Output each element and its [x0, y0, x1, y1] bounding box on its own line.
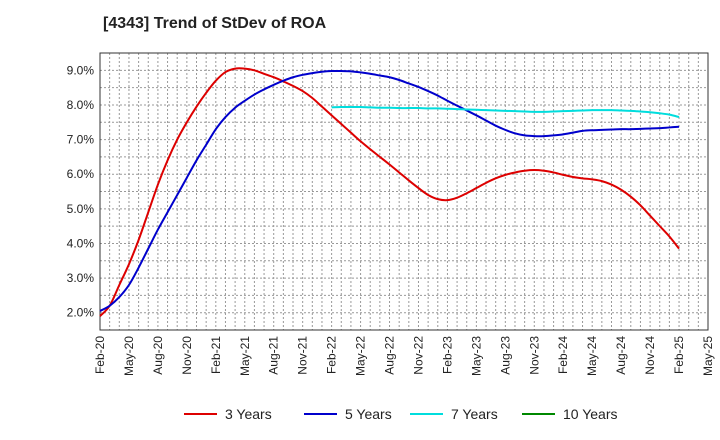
x-axis-ticks: Feb-20 May-20 Aug-20 Nov-20 Feb-21 May-21 Aug-…	[93, 336, 715, 376]
y-tick-label: 2.0%	[67, 306, 95, 320]
legend-label-7-years: 7 Years	[451, 406, 498, 422]
x-tick-label: Nov-21	[296, 336, 310, 375]
x-tick-label: May-21	[238, 336, 252, 376]
x-tick-label: Aug-21	[267, 336, 281, 375]
x-tick-label: Aug-24	[614, 336, 628, 375]
x-tick-label: May-24	[585, 336, 599, 376]
legend-label-5-years: 5 Years	[345, 406, 392, 422]
y-tick-label: 7.0%	[67, 133, 95, 147]
x-tick-label: Feb-23	[440, 336, 454, 374]
y-tick-label: 6.0%	[67, 167, 95, 181]
x-tick-label: Feb-25	[672, 336, 686, 374]
y-tick-label: 9.0%	[67, 63, 95, 77]
x-tick-label: Nov-23	[527, 336, 541, 375]
y-axis-ticks: 2.0% 3.0% 4.0% 5.0% 6.0% 7.0% 8.0% 9.0%	[67, 63, 95, 319]
y-tick-label: 5.0%	[67, 202, 95, 216]
x-tick-label: Aug-22	[383, 336, 397, 375]
series-line-5-years	[99, 69, 680, 312]
x-tick-label: Aug-23	[498, 336, 512, 375]
legend: 3 Years 5 Years 7 Years 10 Years	[184, 406, 618, 422]
x-tick-label: Feb-22	[325, 336, 339, 374]
grid	[100, 53, 708, 330]
x-tick-label: Nov-20	[180, 336, 194, 375]
x-tick-label: Aug-20	[151, 336, 165, 375]
legend-label-3-years: 3 Years	[225, 406, 272, 422]
x-tick-label: May-22	[354, 336, 368, 376]
legend-label-10-years: 10 Years	[563, 406, 618, 422]
series-line-7-years	[331, 105, 680, 119]
chart-title: [4343] Trend of StDev of ROA	[103, 15, 327, 32]
plot-area	[99, 52, 709, 331]
y-tick-label: 3.0%	[67, 271, 95, 285]
x-tick-label: May-25	[701, 336, 715, 376]
x-tick-label: Nov-24	[643, 336, 657, 375]
x-tick-label: Nov-22	[411, 336, 425, 375]
series-line-3-years	[99, 67, 680, 317]
y-tick-label: 8.0%	[67, 98, 95, 112]
y-tick-label: 4.0%	[67, 236, 95, 250]
x-tick-label: Feb-24	[556, 336, 570, 374]
x-tick-label: Feb-20	[93, 336, 107, 374]
x-tick-label: May-23	[469, 336, 483, 376]
x-tick-label: May-20	[122, 336, 136, 376]
x-tick-label: Feb-21	[209, 336, 223, 374]
series-lines	[99, 67, 680, 317]
